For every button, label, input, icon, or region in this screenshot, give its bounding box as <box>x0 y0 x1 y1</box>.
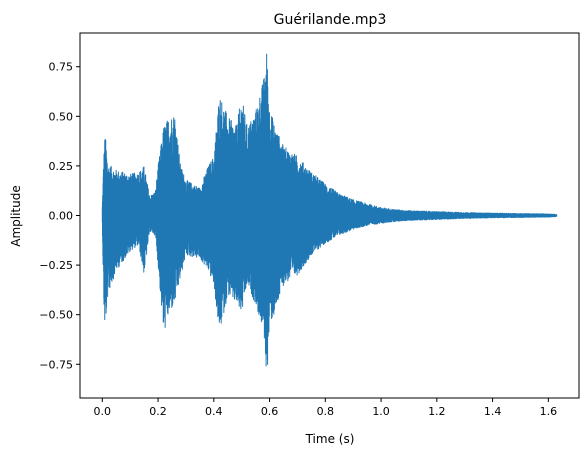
chart-title: Guérilande.mp3 <box>274 12 387 28</box>
y-tick-label: −0.50 <box>39 309 73 322</box>
x-tick-label: 0.6 <box>261 405 279 418</box>
y-axis: −0.75 −0.50 −0.25 0.00 0.25 0.50 0.75 <box>39 61 80 371</box>
y-axis-label: Amplitude <box>9 185 23 247</box>
x-tick-label: 1.4 <box>484 405 502 418</box>
x-tick-label: 0.4 <box>205 405 223 418</box>
x-axis-label: Time (s) <box>305 432 355 446</box>
x-axis: 0.0 0.2 0.4 0.6 0.8 1.0 1.2 1.4 1.6 <box>94 398 558 418</box>
series-line-waveform <box>101 53 558 367</box>
y-tick-label: 0.50 <box>49 110 74 123</box>
y-tick-label: −0.25 <box>39 259 73 272</box>
x-tick-label: 0.0 <box>94 405 112 418</box>
x-tick-label: 1.2 <box>428 405 446 418</box>
x-tick-label: 0.8 <box>317 405 335 418</box>
x-tick-label: 1.6 <box>540 405 558 418</box>
y-tick-label: −0.75 <box>39 358 73 371</box>
y-tick-label: 0.75 <box>49 61 74 74</box>
x-tick-label: 1.0 <box>372 405 390 418</box>
y-tick-label: 0.25 <box>49 160 74 173</box>
plot-area <box>101 53 558 367</box>
x-tick-label: 0.2 <box>149 405 167 418</box>
y-tick-label: 0.00 <box>49 210 74 223</box>
